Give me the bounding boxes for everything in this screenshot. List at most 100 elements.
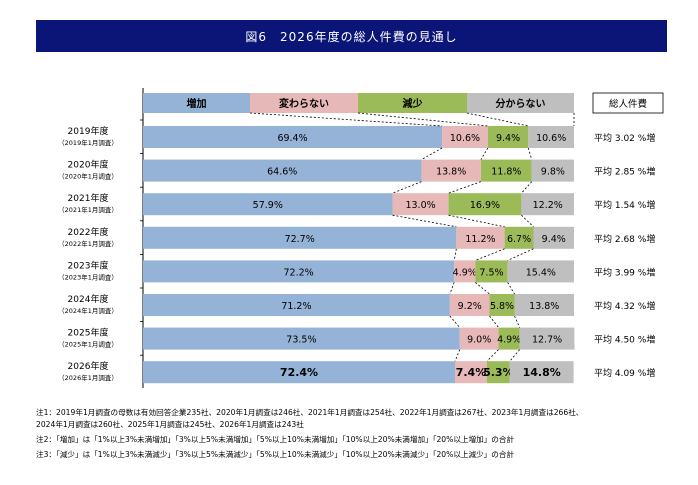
data-label: 9.2%: [458, 301, 482, 312]
category-year: 2020年度: [68, 159, 109, 171]
average-value: 平均 4.32 %増: [594, 300, 655, 312]
connector-line: [466, 112, 529, 127]
data-label: 10.6%: [536, 133, 566, 144]
data-label: 15.4%: [526, 267, 556, 278]
connector-line: [475, 282, 490, 295]
connector-line: [448, 181, 482, 194]
bar-segment-2: [498, 327, 520, 350]
category-year: 2025年度: [68, 327, 109, 339]
bar-segment-3: [507, 260, 574, 283]
data-label: 7.4%: [456, 366, 487, 379]
notes: 注1：2019年1月調査の母数は有効回答企業235社、2020年1月調査は246…: [36, 407, 583, 461]
bar-segment-0: [143, 193, 393, 216]
bar-segment-3: [519, 327, 575, 350]
legend-swatch-1: [250, 93, 358, 113]
legend-label-0: 増加: [187, 97, 207, 110]
data-label: 72.2%: [283, 267, 313, 278]
connector-line: [521, 181, 533, 194]
note-1: 注1：2019年1月調査の母数は有効回答企業235社、2020年1月調査は246…: [36, 408, 584, 417]
category-year: 2019年度: [68, 125, 109, 137]
data-label: 9.8%: [541, 167, 565, 178]
legend-label-2: 減少: [403, 97, 423, 110]
connector-line: [489, 315, 499, 328]
connector-line: [475, 248, 505, 261]
data-label: 4.9%: [497, 335, 521, 346]
right-header: 総人件費: [609, 98, 647, 110]
right-header-box: [592, 92, 664, 114]
bar-segment-2: [480, 159, 532, 182]
connector-line: [449, 282, 455, 295]
data-label: 13.8%: [436, 167, 466, 178]
bar-segment-2: [504, 226, 534, 249]
connector-line: [507, 282, 515, 295]
bar-segment-1: [456, 226, 505, 249]
average-value: 平均 4.09 %増: [594, 367, 655, 379]
legend-label-3: 分からない: [496, 97, 546, 110]
connector-line: [514, 315, 521, 328]
connector-line: [357, 112, 488, 127]
legend-swatch-0: [143, 93, 250, 113]
category-survey: （2024年1月調査）: [58, 306, 118, 315]
connector-line: [486, 349, 499, 362]
connector-line: [527, 147, 533, 160]
bar-segment-3: [514, 294, 574, 316]
connector-line: [392, 181, 422, 194]
data-label: 9.4%: [496, 133, 520, 144]
average-value: 平均 3.99 %増: [594, 266, 655, 278]
category-survey: （2020年1月調査）: [58, 172, 118, 181]
data-label: 5.8%: [490, 301, 514, 312]
bar-segment-3: [521, 193, 574, 216]
data-label: 10.6%: [450, 133, 480, 144]
bar-segment-2: [448, 193, 522, 216]
connector-line: [454, 349, 461, 362]
bar-segment-1: [449, 294, 490, 316]
average-value: 平均 4.50 %増: [594, 334, 655, 346]
data-label: 57.9%: [253, 200, 283, 211]
bar-segment-0: [143, 361, 456, 384]
data-label: 72.4%: [280, 366, 318, 379]
connector-line: [509, 349, 520, 362]
bar-segment-0: [143, 260, 455, 283]
data-label: 13.8%: [529, 301, 559, 312]
bar-segment-3: [528, 126, 574, 148]
category-survey: （2026年1月調査）: [58, 373, 118, 382]
bar-segment-2: [486, 361, 510, 384]
legend-label-1: 変わらない: [279, 97, 329, 110]
category-year: 2022年度: [68, 226, 109, 238]
connector-line: [507, 248, 534, 261]
data-label: 12.7%: [532, 335, 562, 346]
connector-line: [521, 214, 534, 228]
figure-title: 図6 2026年度の総人件費の見通し: [36, 20, 667, 52]
data-label: 16.9%: [470, 200, 500, 211]
data-label: 13.0%: [405, 200, 435, 211]
average-value: 平均 1.54 %増: [594, 199, 655, 211]
connector-line: [249, 112, 443, 127]
bar-segment-0: [143, 294, 450, 316]
bar-segment-0: [143, 327, 460, 350]
data-label: 6.7%: [507, 234, 531, 245]
category-year: 2023年度: [68, 259, 109, 271]
bar-segment-0: [143, 126, 443, 148]
legend-swatch-3: [467, 93, 574, 113]
average-value: 平均 3.02 %増: [594, 132, 655, 144]
bar-segment-1: [455, 361, 487, 384]
category-survey: （2022年1月調査）: [58, 239, 118, 248]
connector-line: [480, 147, 489, 160]
bar-segment-1: [454, 260, 476, 283]
category-year: 2024年度: [68, 293, 109, 305]
data-label: 4.9%: [453, 267, 477, 278]
bar-segment-1: [392, 193, 449, 216]
bar-segment-0: [143, 159, 422, 182]
average-value: 平均 2.85 %増: [594, 166, 655, 178]
average-value: 平均 2.68 %増: [594, 233, 655, 245]
connector-line: [449, 315, 461, 328]
data-label: 9.4%: [542, 234, 566, 245]
note-1-cont: 2024年1月調査は260社、2025年1月調査は245社、2026年1月調査は…: [36, 420, 304, 429]
legend-swatch-2: [358, 93, 467, 113]
note-2: 注2：「増加」は「1%以上3%未満増加」「3%以上5%未満増加」「5%以上10%…: [36, 435, 515, 444]
data-label: 12.2%: [533, 200, 563, 211]
bar-segment-2: [487, 126, 529, 148]
data-label: 72.7%: [285, 234, 315, 245]
